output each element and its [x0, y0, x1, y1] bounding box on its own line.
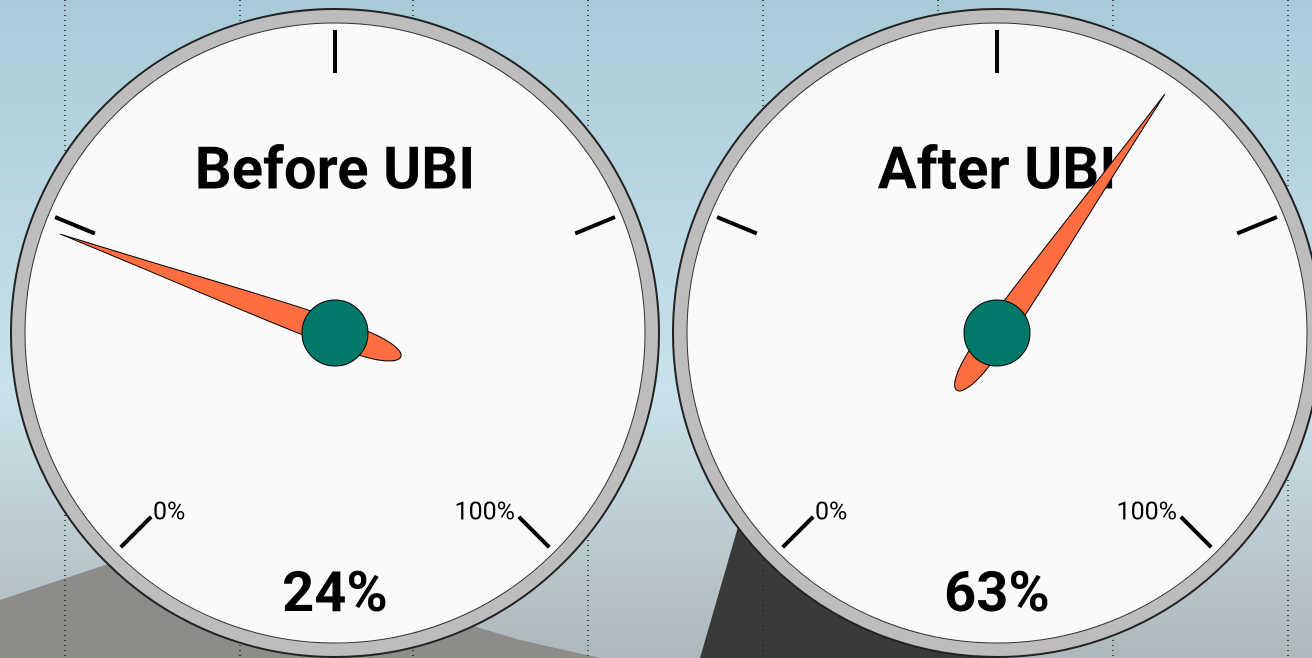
value-label: 24% [282, 559, 388, 625]
range-label: 0% [815, 498, 847, 527]
needle-hub [302, 300, 368, 366]
gauge-title: Before UBI [195, 135, 475, 203]
chart: 0% 100% Before UBI 24% 0% 100% After UBI 63% [0, 0, 1312, 658]
range-label: 100% [455, 498, 515, 527]
range-label: 100% [1117, 498, 1177, 527]
needle-hub [964, 300, 1030, 366]
gauge: 0% 100% Before UBI 24% [11, 9, 659, 657]
value-label: 63% [944, 559, 1050, 625]
gauge: 0% 100% After UBI 63% [673, 9, 1312, 657]
gauge-title: After UBI [878, 135, 1117, 203]
range-label: 0% [153, 498, 185, 527]
page: 0%100%Before UBI24%0%100%After UBI63% ((… [0, 0, 1312, 658]
